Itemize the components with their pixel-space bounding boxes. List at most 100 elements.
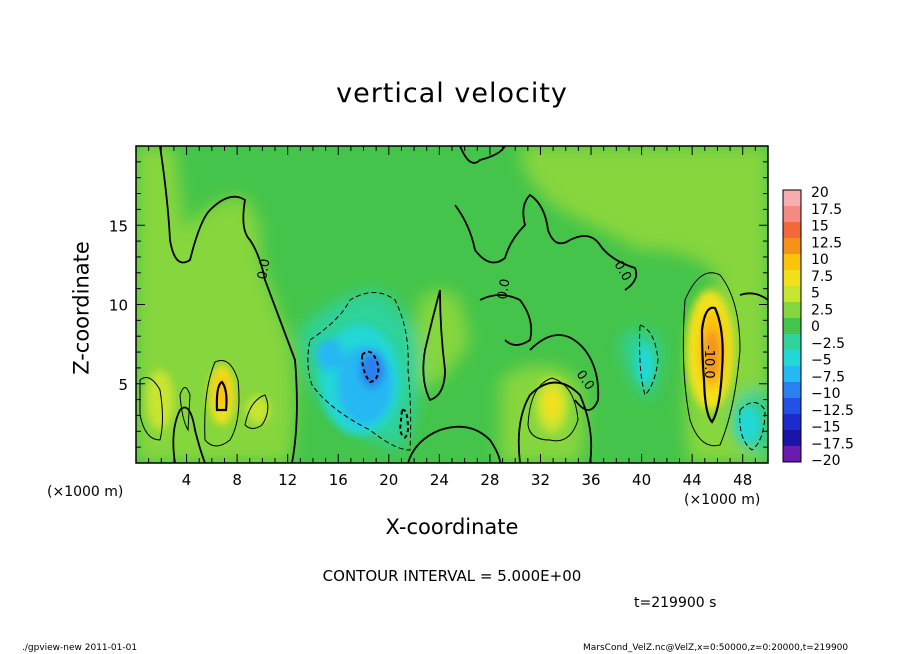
contour-line bbox=[179, 387, 191, 432]
colorbar-swatch bbox=[783, 382, 801, 398]
y-tick-label: 5 bbox=[118, 376, 128, 394]
positive-region bbox=[136, 146, 295, 463]
x-tick-label: 32 bbox=[531, 471, 550, 489]
contour-line bbox=[215, 380, 228, 412]
colorbar-swatch bbox=[783, 318, 801, 334]
positive-contours bbox=[139, 272, 741, 447]
axis-ticks bbox=[136, 146, 768, 463]
colorbar-label: −2.5 bbox=[811, 336, 845, 352]
colorbar-label: 7.5 bbox=[811, 269, 833, 285]
inner-negative-contours bbox=[360, 350, 410, 439]
x-tick-label: 40 bbox=[632, 471, 651, 489]
x-unit-label-left: (×1000 m) bbox=[47, 484, 124, 500]
colorbar-label: −5 bbox=[811, 353, 832, 369]
contour-line bbox=[459, 146, 506, 164]
colorbar-swatch bbox=[783, 190, 801, 206]
x-tick-label: 12 bbox=[278, 471, 297, 489]
footer-right: MarsCond_VelZ.nc@VelZ,x=0:50000,z=0:2000… bbox=[583, 643, 849, 653]
colorbar-label: −10 bbox=[811, 386, 841, 402]
contour-label: -10.0 bbox=[701, 345, 716, 379]
y-axis-label: Z-coordinate bbox=[69, 241, 94, 375]
x-tick-label: 16 bbox=[329, 471, 348, 489]
colorbar-label: −7.5 bbox=[811, 369, 845, 385]
chart-title: vertical velocity bbox=[336, 78, 568, 109]
downdraft-core bbox=[636, 345, 654, 385]
contour-interval-text: CONTOUR INTERVAL = 5.000E+00 bbox=[322, 567, 582, 585]
x-tick-label: 36 bbox=[581, 471, 600, 489]
contour-line bbox=[422, 289, 446, 402]
colorbar-swatch bbox=[783, 222, 801, 238]
contour-line bbox=[682, 272, 741, 447]
colorbar-label: 12.5 bbox=[811, 235, 842, 251]
contour-line bbox=[307, 292, 412, 451]
footer-left: ./gpview-new 2011-01-01 bbox=[22, 643, 138, 653]
negative-contours bbox=[307, 292, 766, 451]
colorbar-swatch bbox=[783, 366, 801, 382]
inner-contours bbox=[215, 306, 724, 424]
x-tick-label: 20 bbox=[379, 471, 398, 489]
colorbar-swatch bbox=[783, 254, 801, 270]
colorbar-label: 20 bbox=[811, 185, 829, 201]
contour-line bbox=[639, 324, 659, 396]
colorbar-swatch bbox=[783, 414, 801, 430]
colorbar-label: 0 bbox=[811, 319, 820, 335]
zero-contours bbox=[159, 146, 768, 463]
contour-line bbox=[360, 350, 380, 384]
colorbar-label: −15 bbox=[811, 420, 841, 436]
contour-line bbox=[244, 394, 269, 429]
contour-label: 0.0 bbox=[255, 258, 273, 281]
contour-line bbox=[139, 377, 163, 441]
colorbar-frame bbox=[782, 189, 802, 463]
downdraft-core bbox=[360, 352, 384, 388]
plot-area bbox=[136, 146, 768, 463]
colorbar-swatch bbox=[783, 350, 801, 366]
contour-line bbox=[739, 402, 766, 451]
colorbar-swatch bbox=[783, 238, 801, 254]
x-tick-label: 28 bbox=[480, 471, 499, 489]
colorbar-swatch bbox=[783, 270, 801, 286]
colorbar-swatch bbox=[783, 446, 801, 462]
time-label: t=219900 s bbox=[634, 595, 717, 611]
x-axis-label: X-coordinate bbox=[0, 517, 904, 538]
x-tick-label: 44 bbox=[683, 471, 702, 489]
colorbar-label: −12.5 bbox=[811, 403, 854, 419]
colorbar-swatch bbox=[783, 398, 801, 414]
colorbar-label: 2.5 bbox=[811, 302, 833, 318]
contour-line bbox=[407, 425, 501, 463]
colorbar-swatch bbox=[783, 334, 801, 350]
contour-line bbox=[398, 408, 410, 439]
contour-line bbox=[527, 377, 579, 442]
colorbar-swatch bbox=[783, 206, 801, 222]
contour-line bbox=[479, 294, 533, 346]
updraft-core-weak bbox=[246, 396, 270, 424]
x-tick-label: 4 bbox=[182, 471, 192, 489]
updraft-core-center bbox=[543, 390, 561, 420]
colorbar-label: −20 bbox=[811, 453, 841, 469]
x-tick-label: 48 bbox=[733, 471, 752, 489]
contour-line bbox=[517, 381, 593, 463]
colorbar-swatch bbox=[783, 302, 801, 318]
updraft-core-east bbox=[704, 329, 720, 381]
updraft-core-weak bbox=[146, 370, 174, 430]
colorbar-swatch bbox=[783, 286, 801, 302]
colorbar-swatch bbox=[783, 430, 801, 446]
colorbar-label: 10 bbox=[811, 252, 829, 268]
x-unit-label-right: (×1000 m) bbox=[684, 492, 761, 508]
colorbar: 2017.51512.5107.552.50−2.5−5−7.5−10−12.5… bbox=[782, 185, 854, 469]
contour-line bbox=[159, 146, 298, 463]
contour-line bbox=[700, 306, 724, 424]
colorbar-label: 15 bbox=[811, 219, 829, 235]
contour-line bbox=[204, 360, 240, 447]
colorbar-label: 5 bbox=[811, 286, 820, 302]
x-tick-label: 8 bbox=[232, 471, 242, 489]
contour-line bbox=[454, 193, 638, 291]
colorbar-label: −17.5 bbox=[811, 436, 854, 452]
downdraft-core bbox=[316, 339, 344, 371]
contour-label: 0.0 bbox=[495, 278, 513, 301]
contour-line bbox=[529, 334, 600, 411]
colorbar-label: 17.5 bbox=[811, 202, 842, 218]
contour-line bbox=[739, 292, 768, 301]
y-tick-label: 10 bbox=[109, 297, 128, 315]
